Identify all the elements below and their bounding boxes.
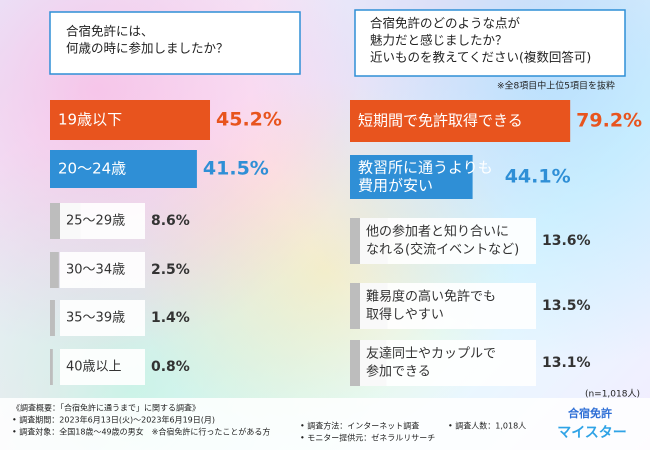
label-box	[60, 252, 145, 288]
question-box	[354, 9, 626, 77]
label-box	[360, 283, 536, 329]
value-label: 45.2%	[216, 109, 282, 131]
logo-bottom: マイスター	[557, 425, 627, 441]
category-label: 取得しやすい	[366, 307, 444, 323]
footer-line: 《調査概要：「合宿免許に通うまで」に関する調査》	[12, 403, 200, 413]
bar	[350, 100, 571, 142]
category-label: 参加できる	[366, 364, 431, 380]
label-box	[360, 340, 536, 386]
value-label: 2.5%	[151, 262, 190, 278]
question-text: 合宿免許には、	[66, 24, 154, 39]
bar	[50, 150, 197, 188]
category-label: 費用が安い	[358, 177, 433, 195]
sample-size: (n=1,018人)	[585, 389, 640, 400]
question-text: 合宿免許のどのような点が	[370, 16, 521, 31]
value-label: 8.6%	[151, 213, 190, 229]
value-label: 0.8%	[151, 359, 190, 375]
category-label: 短期間で免許取得できる	[358, 112, 523, 130]
value-label: 44.1%	[505, 166, 571, 188]
category-label: 友達同士やカップルで	[366, 346, 496, 362]
bar	[50, 252, 59, 288]
bar	[350, 155, 473, 199]
category-label: 19歳以下	[58, 111, 122, 129]
category-label: 30〜34歳	[66, 263, 125, 278]
label-box	[60, 203, 145, 239]
question-text: 何歳の時に参加しましたか？	[66, 41, 229, 56]
category-label: 40歳以上	[66, 360, 122, 375]
bar	[50, 349, 53, 385]
footer-panel	[0, 398, 650, 450]
category-label: 難易度の高い免許でも	[366, 289, 496, 305]
value-label: 13.1%	[542, 355, 591, 371]
value-label: 1.4%	[151, 310, 190, 326]
value-label: 13.5%	[542, 298, 591, 314]
question-text: 近いものを教えてください(複数回答可)	[370, 50, 591, 65]
bar	[50, 300, 55, 336]
bar	[50, 100, 211, 140]
note: ※全8項目中上位5項目を抜粋	[497, 80, 615, 92]
category-label: 25〜29歳	[66, 214, 125, 229]
logo-top: 合宿免許	[568, 406, 612, 420]
label-box	[60, 349, 145, 385]
label-box	[360, 218, 536, 264]
footer-line: • モニター提供元：ゼネラルリサーチ	[300, 433, 435, 443]
category-label: 教習所に通うよりも	[358, 159, 493, 177]
question-box	[49, 11, 301, 75]
label-box	[60, 300, 145, 336]
category-label: 他の参加者と知り合いに	[366, 224, 509, 240]
value-label: 13.6%	[542, 233, 591, 249]
category-label: 35〜39歳	[66, 311, 125, 326]
value-label: 79.2%	[576, 110, 642, 132]
footer-line: • 調査人数：1,018人	[448, 421, 526, 431]
category-label: なれる(交流イベントなど)	[366, 242, 519, 258]
category-label: 20〜24歳	[58, 160, 126, 178]
question-text: 魅力だと感じましたか？	[370, 33, 508, 48]
footer-line: • 調査対象：全国18歳〜49歳の男女 ※合宿免許に行ったことがある方	[12, 427, 270, 437]
value-label: 41.5%	[203, 158, 269, 180]
footer-line: • 調査方法：インターネット調査	[300, 421, 419, 431]
footer-line: • 調査期間：2023年6月13日(火)〜2023年6月19日(月)	[12, 415, 215, 425]
